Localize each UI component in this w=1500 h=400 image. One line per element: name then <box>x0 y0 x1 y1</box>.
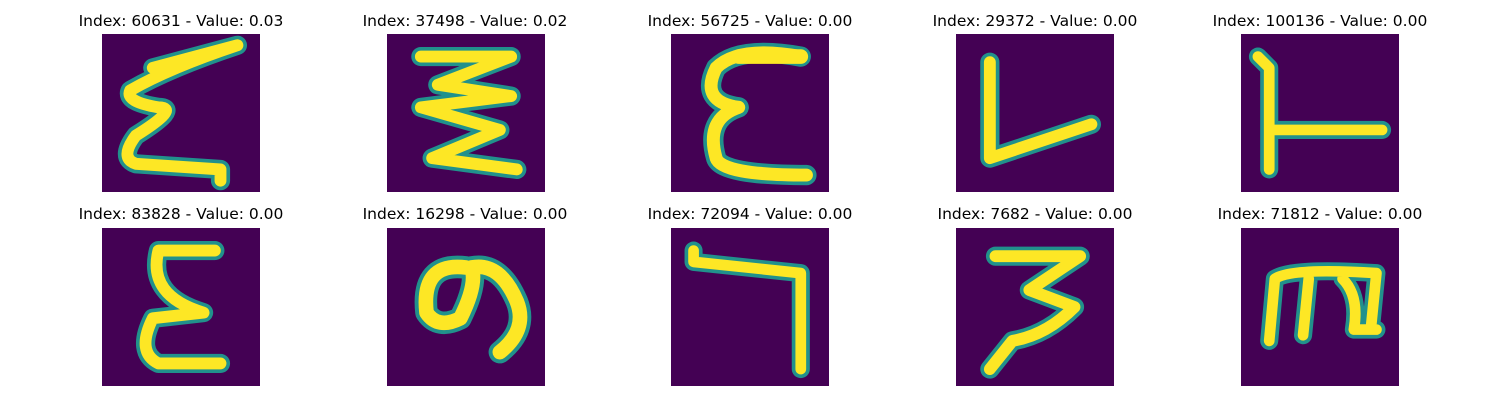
panel-title: Index: 100136 - Value: 0.00 <box>1212 12 1428 30</box>
panel-title: Index: 29372 - Value: 0.00 <box>932 12 1138 30</box>
emnist-glyph-image <box>1241 34 1399 192</box>
emnist-glyph-image <box>387 228 545 386</box>
panel-title: Index: 16298 - Value: 0.00 <box>362 205 568 223</box>
emnist-glyph-image <box>671 228 829 386</box>
panel-title: Index: 72094 - Value: 0.00 <box>647 205 853 223</box>
emnist-glyph-image <box>102 34 260 192</box>
panel-title: Index: 7682 - Value: 0.00 <box>937 205 1133 223</box>
panel-title: Index: 56725 - Value: 0.00 <box>647 12 853 30</box>
emnist-glyph-image <box>671 34 829 192</box>
emnist-glyph-image <box>387 34 545 192</box>
panel-title: Index: 37498 - Value: 0.02 <box>362 12 568 30</box>
panel-title: Index: 71812 - Value: 0.00 <box>1217 205 1423 223</box>
emnist-glyph-image <box>1241 228 1399 386</box>
panel-title: Index: 60631 - Value: 0.03 <box>78 12 284 30</box>
emnist-glyph-image <box>956 228 1114 386</box>
emnist-glyph-image <box>956 34 1114 192</box>
panel-title: Index: 83828 - Value: 0.00 <box>78 205 284 223</box>
emnist-glyph-image <box>102 228 260 386</box>
